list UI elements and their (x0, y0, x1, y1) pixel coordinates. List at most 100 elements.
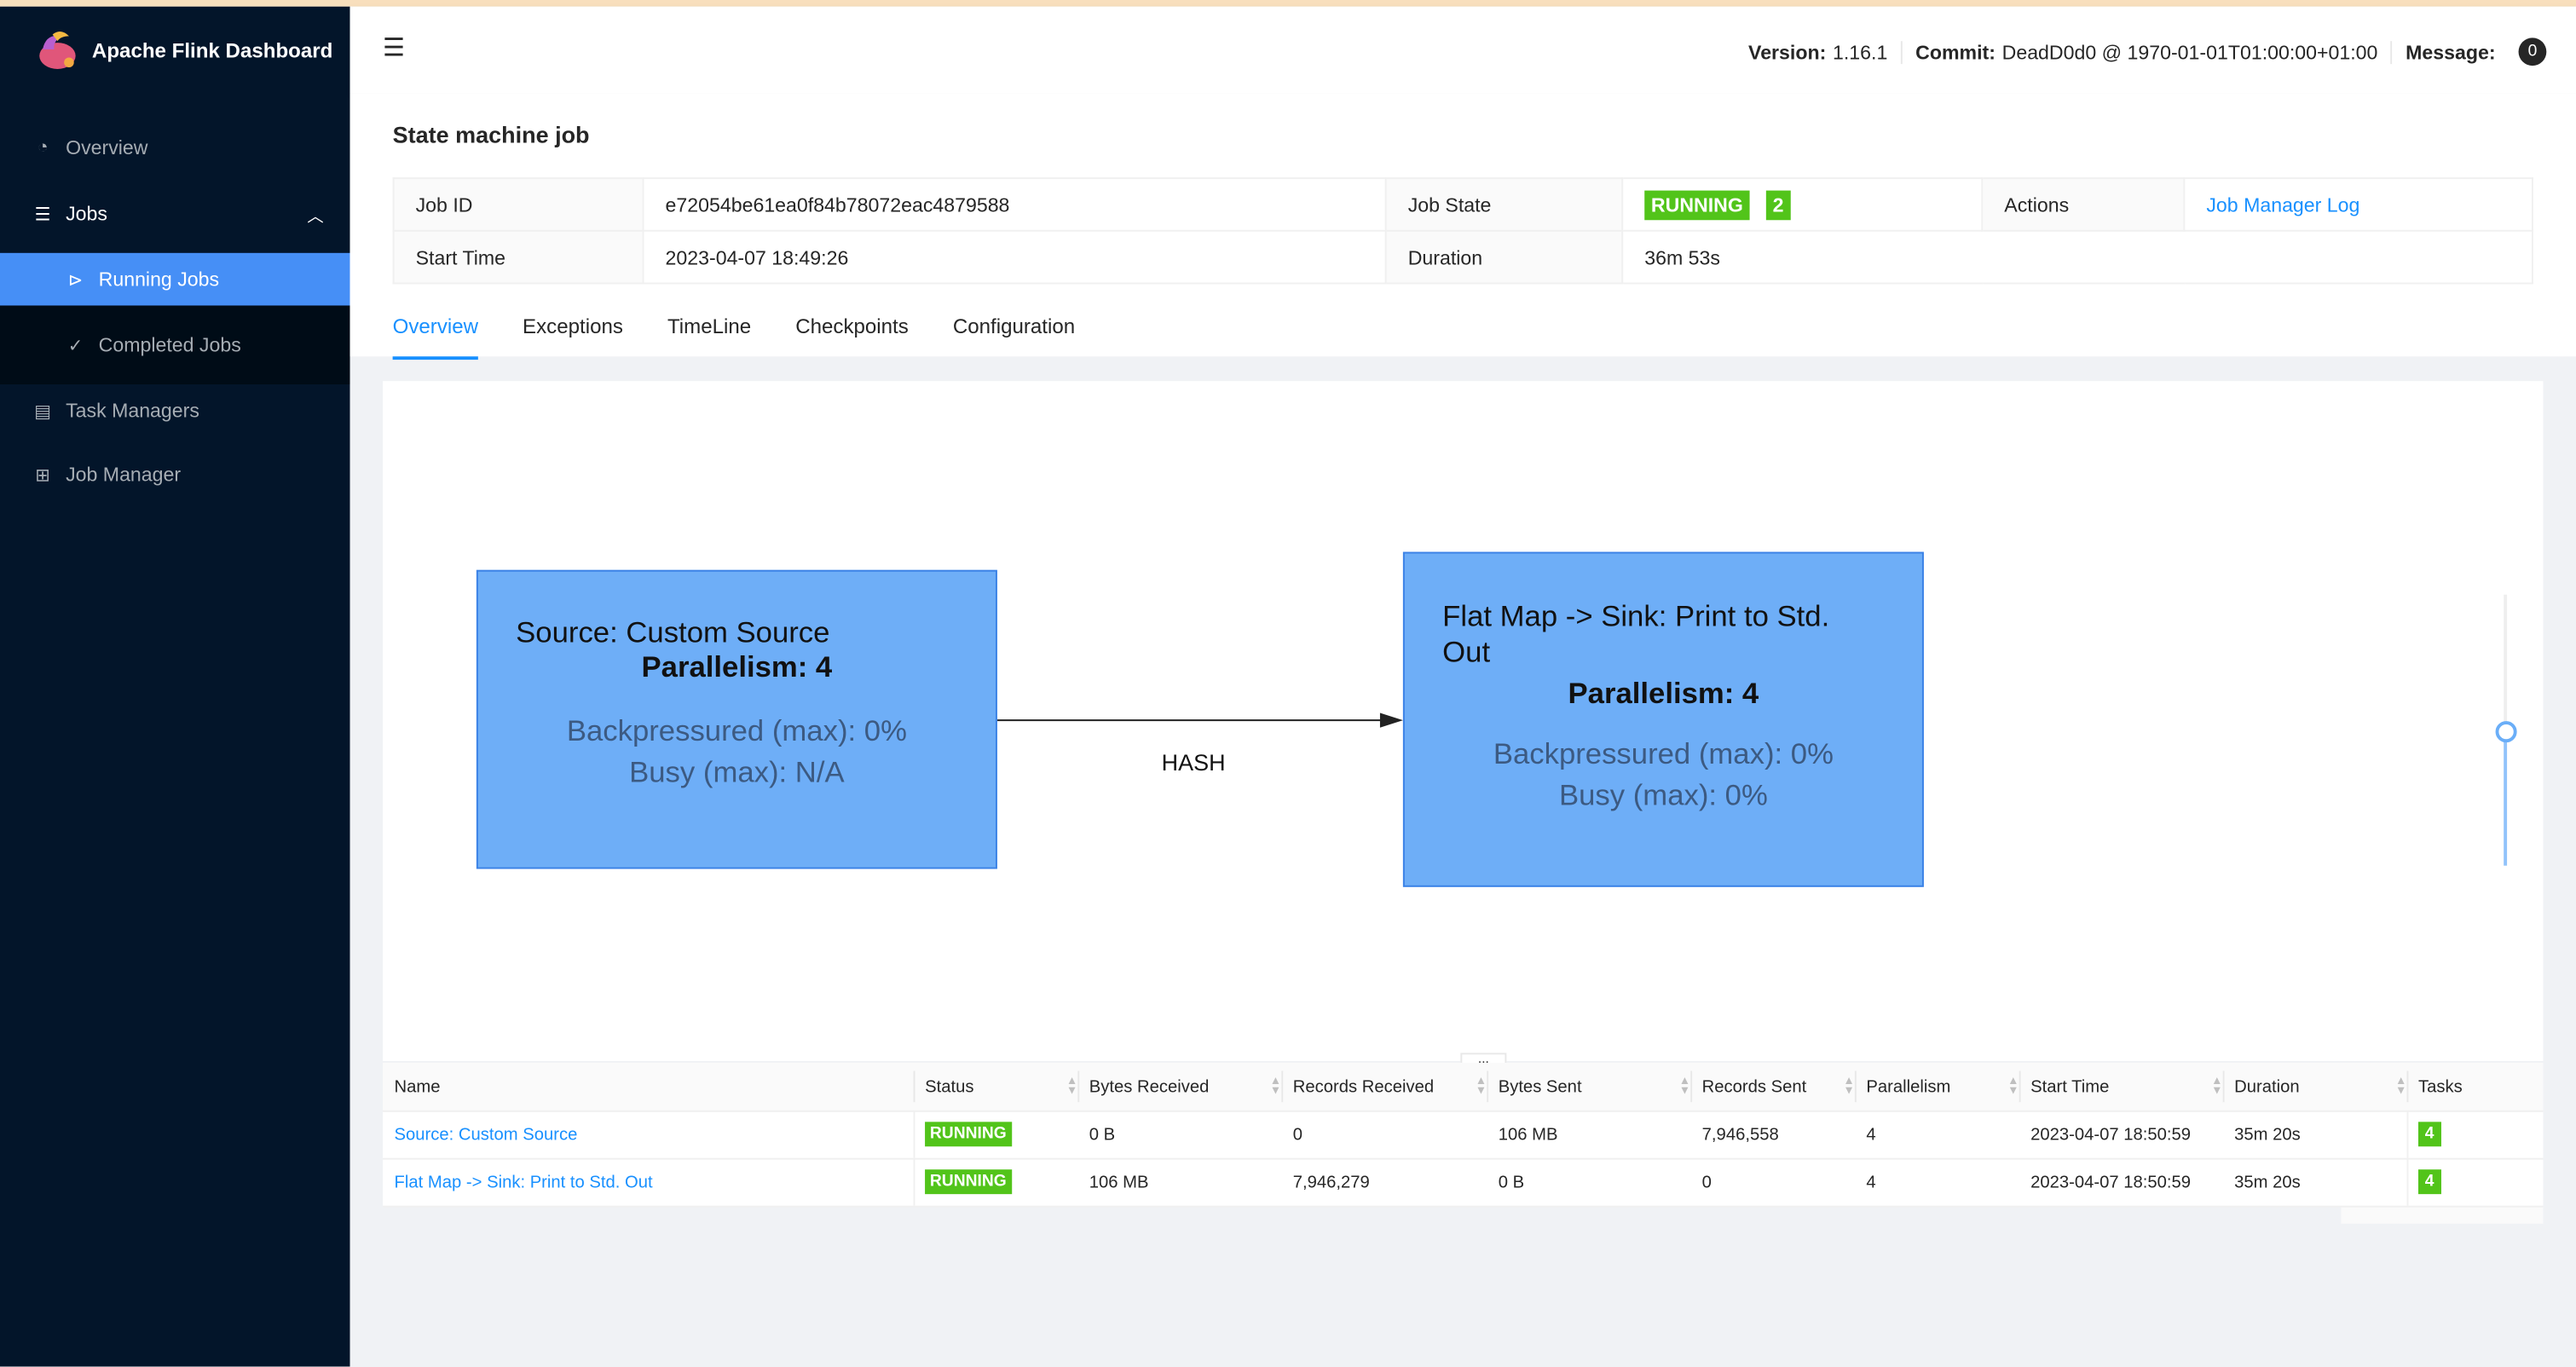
column-divider (1487, 1158, 1488, 1206)
app-title: Apache Flink Dashboard (91, 39, 333, 63)
cell-status: RUNNING (925, 1158, 1012, 1206)
start-time-label: Start Time (392, 229, 644, 285)
sort-icon[interactable]: ▲ ▼ (1269, 1076, 1282, 1098)
cell-value: 7,946,279 (1292, 1172, 1370, 1192)
tab-timeline[interactable]: TimeLine (667, 315, 752, 339)
actions-label: Actions (1981, 177, 2186, 232)
sidebar-item-job-manager[interactable]: ⊞ Job Manager (0, 448, 350, 501)
cluster-icon: ⊞ (35, 465, 50, 486)
sidebar-item-label: Running Jobs (98, 268, 220, 291)
sidebar-item-overview[interactable]: ◔ Overview (0, 122, 350, 175)
sort-icon[interactable]: ▲ ▼ (1066, 1076, 1078, 1098)
sidebar-item-jobs[interactable]: ☰ Jobs ︿ (0, 187, 350, 240)
cell-records-sent: 0 (1702, 1158, 1712, 1206)
column-divider (1690, 1158, 1692, 1206)
check-circle-icon: ✓ (67, 336, 84, 356)
tab-configuration[interactable]: Configuration (952, 315, 1076, 339)
graph-node-source[interactable]: Source: Custom Source Parallelism: 4 Bac… (476, 569, 997, 869)
schedule-icon: ▤ (34, 401, 52, 422)
sidebar-item-running-jobs[interactable]: ⊳ Running Jobs (0, 252, 350, 306)
node-name: Flat Map -> Sink: Print to Std. Out (1442, 599, 1830, 669)
column-divider (913, 1070, 915, 1103)
status-badge: RUNNING (925, 1169, 1012, 1195)
cell-parallelism: 4 (1866, 1158, 1875, 1206)
column-divider (913, 1110, 915, 1158)
chevron-up-icon: ︿ (307, 207, 324, 227)
vertex-name-link[interactable]: Source: Custom Source (394, 1124, 578, 1145)
cell-start-time: 2023-04-07 18:50:59 (2030, 1158, 2191, 1206)
cell-value: 0 (1701, 1172, 1712, 1192)
graph-node-flatmap-sink[interactable]: Flat Map -> Sink: Print to Std. Out Para… (1402, 551, 1924, 887)
job-state-value: RUNNING 2 (1621, 177, 1984, 232)
column-header-parallelism[interactable]: Parallelism (1866, 1076, 1951, 1097)
column-divider (1854, 1070, 1857, 1103)
column-divider (2019, 1158, 2021, 1206)
cell-duration: 35m 20s (2234, 1110, 2301, 1158)
job-graph[interactable]: Source: Custom Source Parallelism: 4 Bac… (383, 381, 2544, 1062)
column-divider (2406, 1110, 2409, 1158)
column-header-records-sent[interactable]: Records Sent (1701, 1076, 1807, 1097)
column-header-name[interactable]: Name (394, 1076, 441, 1097)
column-header-duration[interactable]: Duration (2234, 1076, 2300, 1097)
job-id-label: Job ID (392, 177, 644, 232)
task-count-badge: 4 (2417, 1169, 2441, 1195)
cell-value: 2023-04-07 18:50:59 (2030, 1124, 2192, 1145)
message-count-badge[interactable]: 0 (2518, 37, 2547, 66)
cell-tasks: 4 (2417, 1110, 2441, 1158)
sort-icon[interactable]: ▲ ▼ (2211, 1076, 2223, 1098)
table-footer (2341, 1207, 2544, 1224)
column-divider (1690, 1110, 1692, 1158)
node-parallelism: Parallelism: 4 (641, 650, 833, 684)
job-manager-log-link[interactable]: Job Manager Log (2206, 193, 2360, 216)
tab-exceptions[interactable]: Exceptions (523, 315, 623, 339)
message-label[interactable]: Message: (2406, 40, 2496, 64)
vertex-name-link[interactable]: Flat Map -> Sink: Print to Std. Out (394, 1172, 653, 1192)
commit-label: Commit: (1915, 40, 1996, 64)
state-count-badge: 2 (1765, 189, 1791, 220)
version-label: Version: (1748, 40, 1827, 64)
cell-value: 106 MB (1089, 1172, 1149, 1192)
column-divider (1077, 1110, 1079, 1158)
cell-duration: 35m 20s (2234, 1158, 2301, 1206)
job-summary: State machine job Job ID e72054be61ea0f8… (349, 93, 2576, 360)
dashboard-icon: ◔ (37, 137, 49, 159)
start-time-value: 2023-04-07 18:49:26 (642, 229, 1387, 285)
cell-bytes-received: 0 B (1089, 1110, 1115, 1158)
column-divider (1281, 1110, 1283, 1158)
node-busy: Busy (max): 0% (1558, 778, 1768, 812)
column-header-bytes-received[interactable]: Bytes Received (1089, 1076, 1210, 1097)
column-header-bytes-sent[interactable]: Bytes Sent (1498, 1076, 1582, 1097)
menu-fold-icon[interactable]: ☰ (383, 34, 405, 63)
zoom-slider-handle[interactable] (2495, 720, 2517, 742)
sidebar-item-completed-jobs[interactable]: ✓ Completed Jobs (0, 319, 350, 372)
column-header-start-time[interactable]: Start Time (2030, 1076, 2110, 1097)
sidebar-item-label: Jobs (66, 202, 107, 226)
sort-icon[interactable]: ▲ ▼ (1475, 1076, 1487, 1098)
graph-edge (996, 712, 1403, 728)
sort-icon[interactable]: ▲ ▼ (1678, 1076, 1691, 1098)
cell-value: 0 B (1089, 1124, 1116, 1145)
column-divider (1855, 1110, 1857, 1158)
edge-label: HASH (1161, 748, 1226, 776)
header: ☰ Version: 1.16.1 Commit: DeadD0d0 @ 1970-… (349, 6, 2576, 94)
column-header-records-received[interactable]: Records Received (1292, 1076, 1435, 1097)
column-divider (1855, 1158, 1857, 1206)
sort-icon[interactable]: ▲ ▼ (2395, 1076, 2407, 1098)
node-parallelism: Parallelism: 4 (1568, 677, 1759, 710)
table-row: Source: Custom Source RUNNING 0 B 0 106 MB 7,… (383, 1110, 2544, 1160)
tab-overview[interactable]: Overview (392, 315, 479, 360)
status-badge: RUNNING (1644, 189, 1750, 220)
sort-icon[interactable]: ▲ ▼ (2007, 1076, 2019, 1098)
column-header-status[interactable]: Status (925, 1076, 974, 1097)
column-divider (2019, 1110, 2021, 1158)
column-divider (1077, 1158, 1079, 1206)
task-count-badge: 4 (2417, 1122, 2441, 1147)
column-divider (2406, 1070, 2409, 1103)
tab-checkpoints[interactable]: Checkpoints (795, 315, 909, 339)
column-header-tasks[interactable]: Tasks (2417, 1076, 2463, 1097)
cell-value: 4 (1866, 1172, 1876, 1192)
node-busy: Busy (max): N/A (629, 755, 845, 789)
page-title: State machine job (392, 121, 590, 148)
sort-icon[interactable]: ▲ ▼ (1843, 1076, 1855, 1098)
sidebar-item-task-managers[interactable]: ▤ Task Managers (0, 384, 350, 437)
